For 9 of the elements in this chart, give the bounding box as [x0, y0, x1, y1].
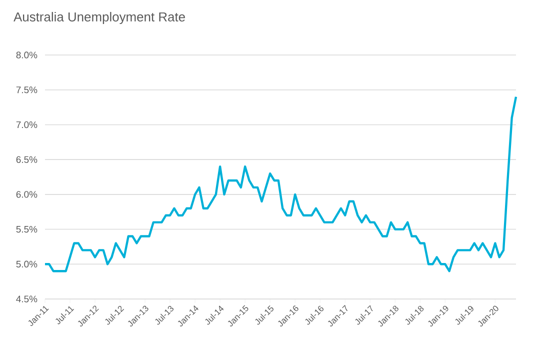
- chart-title: Australia Unemployment Rate: [14, 12, 185, 24]
- y-tick-label: 7.0%: [16, 121, 38, 128]
- y-tick-label: 7.5%: [16, 86, 38, 94]
- y-tick-label: 8.0%: [16, 52, 38, 58]
- y-tick-label: 6.0%: [16, 191, 38, 198]
- y-tick-label: 6.5%: [16, 156, 38, 163]
- y-tick-label: 5.0%: [16, 260, 38, 268]
- y-tick-label: 5.5%: [16, 226, 38, 233]
- y-tick-label: 4.5%: [16, 296, 38, 302]
